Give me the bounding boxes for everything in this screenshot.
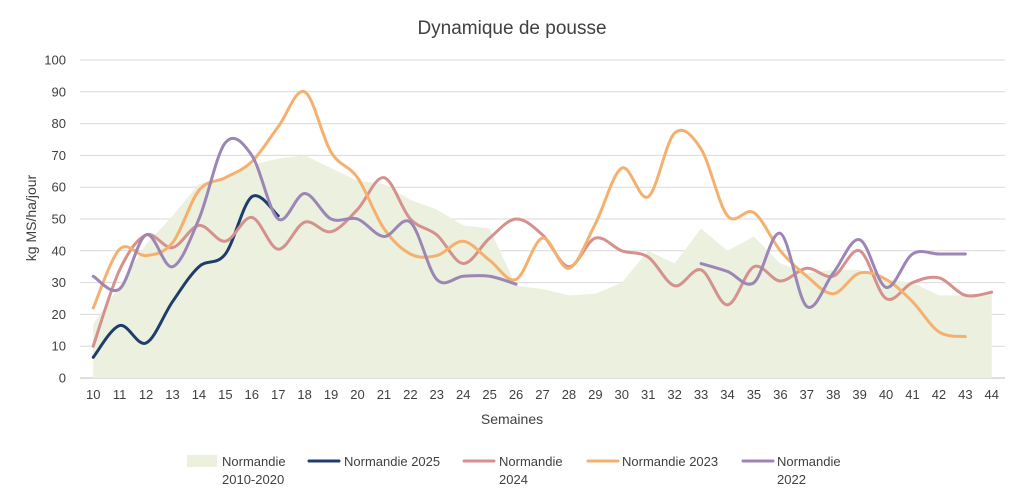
- x-tick-label: 14: [192, 387, 206, 402]
- legend-item-normandie-2025: Normandie 2025: [307, 454, 440, 469]
- x-tick-label: 20: [350, 387, 364, 402]
- legend-item-normandie-2022: Normandie 2022: [741, 454, 841, 487]
- legend-label: Normandie 2023: [622, 454, 718, 469]
- legend-label: Normandie: [499, 454, 563, 469]
- x-tick-label: 30: [615, 387, 629, 402]
- series-line-normandie-2022: [699, 231, 967, 309]
- x-tick-label: 41: [905, 387, 919, 402]
- legend-item-normandie-2024: Normandie 2024: [462, 454, 563, 487]
- y-tick-label: 100: [44, 53, 66, 68]
- x-tick-label: 37: [800, 387, 814, 402]
- y-tick-label: 70: [52, 148, 66, 163]
- series-line-normandie-2025: [91, 194, 280, 359]
- series-line-normandie-2023: [91, 90, 967, 339]
- series-line-normandie-2024: [91, 176, 994, 348]
- legend-swatch: [187, 455, 217, 467]
- x-axis-ticks: 10 11 12 13 14 15 16 17 18 19 20 21 22 23 24 25 26 27 28 29…: [86, 387, 999, 402]
- x-tick-label: 42: [932, 387, 946, 402]
- legend-item-normandie-2023: Normandie 2023: [586, 454, 718, 469]
- x-tick-label: 43: [958, 387, 972, 402]
- legend-label: 2022: [777, 472, 806, 487]
- x-tick-label: 24: [456, 387, 470, 402]
- y-tick-label: 30: [52, 275, 66, 290]
- x-tick-label: 12: [139, 387, 153, 402]
- legend: Normandie 2010-2020 Normandie 2025 Normandi…: [187, 454, 841, 487]
- x-tick-label: 16: [245, 387, 259, 402]
- series-line-normandie-2022: [91, 136, 518, 292]
- x-tick-label: 39: [852, 387, 866, 402]
- x-tick-label: 35: [747, 387, 761, 402]
- x-axis-title: Semaines: [481, 411, 543, 427]
- x-tick-label: 11: [113, 387, 127, 402]
- x-tick-label: 26: [509, 387, 523, 402]
- y-tick-label: 90: [52, 84, 66, 99]
- x-tick-label: 36: [773, 387, 787, 402]
- legend-label: Normandie: [222, 454, 286, 469]
- x-tick-label: 44: [985, 387, 999, 402]
- y-tick-label: 20: [52, 307, 66, 322]
- x-tick-label: 34: [720, 387, 734, 402]
- x-tick-label: 29: [588, 387, 602, 402]
- legend-label: 2010-2020: [222, 472, 284, 487]
- x-tick-label: 13: [165, 387, 179, 402]
- x-tick-label: 40: [879, 387, 893, 402]
- x-tick-label: 32: [667, 387, 681, 402]
- x-tick-label: 19: [324, 387, 338, 402]
- x-tick-label: 23: [430, 387, 444, 402]
- y-tick-label: 50: [52, 212, 66, 227]
- y-tick-label: 60: [52, 180, 66, 195]
- x-tick-label: 33: [694, 387, 708, 402]
- legend-label: Normandie: [777, 454, 841, 469]
- x-tick-label: 22: [403, 387, 417, 402]
- x-tick-label: 17: [271, 387, 285, 402]
- x-tick-label: 25: [482, 387, 496, 402]
- chart-title: Dynamique de pousse: [417, 18, 606, 39]
- legend-label: Normandie 2025: [344, 454, 440, 469]
- x-tick-label: 18: [297, 387, 311, 402]
- x-tick-label: 27: [535, 387, 549, 402]
- x-tick-label: 38: [826, 387, 840, 402]
- line-layer: [91, 90, 994, 359]
- x-tick-label: 15: [218, 387, 232, 402]
- y-tick-label: 80: [52, 116, 66, 131]
- x-tick-label: 28: [562, 387, 576, 402]
- x-tick-label: 31: [641, 387, 655, 402]
- y-axis-ticks: 0 10 20 30 40 50 60 70 80 90 100: [44, 53, 66, 386]
- y-tick-label: 10: [52, 339, 66, 354]
- y-tick-label: 0: [59, 371, 66, 386]
- legend-label: 2024: [499, 472, 528, 487]
- y-tick-label: 40: [52, 243, 66, 258]
- series-area-normandie-2010-2020: [93, 155, 992, 378]
- area-layer: [93, 155, 992, 378]
- x-tick-label: 21: [377, 387, 391, 402]
- y-axis-title: kg MS/ha/jour: [23, 174, 39, 261]
- legend-item-normandie-2010-2020: Normandie 2010-2020: [187, 454, 286, 487]
- x-tick-label: 10: [86, 387, 100, 402]
